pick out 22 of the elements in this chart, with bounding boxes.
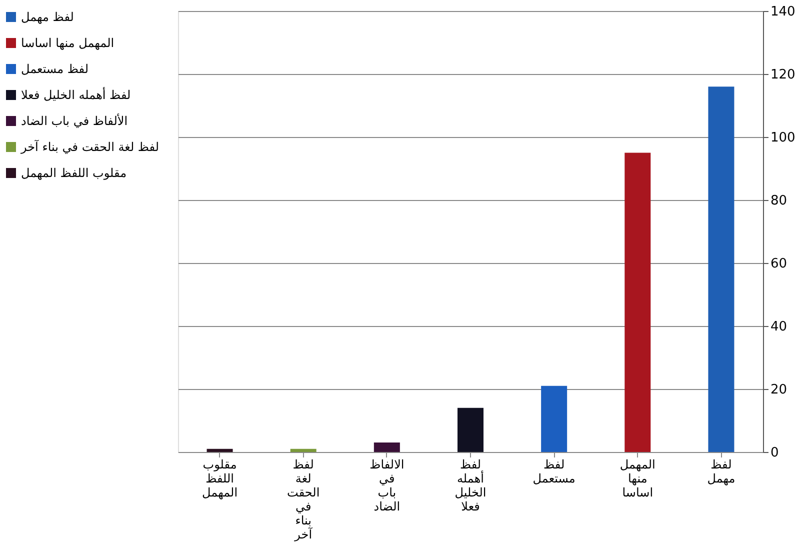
legend-label: لفظ مهمل — [21, 10, 74, 24]
legend-label: المهمل منها اساسا — [21, 36, 114, 50]
y-tick-label: 60 — [770, 256, 788, 272]
y-tick-label: 20 — [770, 382, 788, 398]
y-tick-label: 0 — [770, 446, 779, 460]
y-tick-label: 40 — [770, 320, 788, 334]
x-tick-label: مقلوب اللفظ المهمل — [202, 458, 238, 500]
y-tick-label: 80 — [770, 194, 788, 208]
legend-label: مقلوب اللفظ المهمل — [21, 166, 127, 180]
legend-label: لفظ لغة الحقت في بناء آخر — [20, 139, 160, 154]
legend-label: لفظ أهمله الخليل فعلا — [21, 87, 131, 102]
legend-label: الألفاظ في باب الضاد — [21, 113, 128, 128]
x-tick-label: لفظ مهمل — [707, 458, 736, 486]
y-tick-label: 140 — [770, 4, 796, 20]
y-tick-label: 120 — [770, 68, 796, 82]
x-tick-label: لفظ أهمله الخليل فعلا — [454, 458, 486, 514]
y-tick-label: 100 — [770, 130, 796, 146]
x-tick-label: المهمل منها اساسا — [620, 458, 656, 500]
x-tick-label: الالفاظ في باب الضاد — [370, 458, 404, 514]
x-tick-label: لفظ مستعمل — [532, 458, 576, 486]
x-tick-label: لفظ لغة الحقت في بناء آخر — [287, 458, 320, 542]
legend-label: لفظ مستعمل — [21, 62, 88, 76]
